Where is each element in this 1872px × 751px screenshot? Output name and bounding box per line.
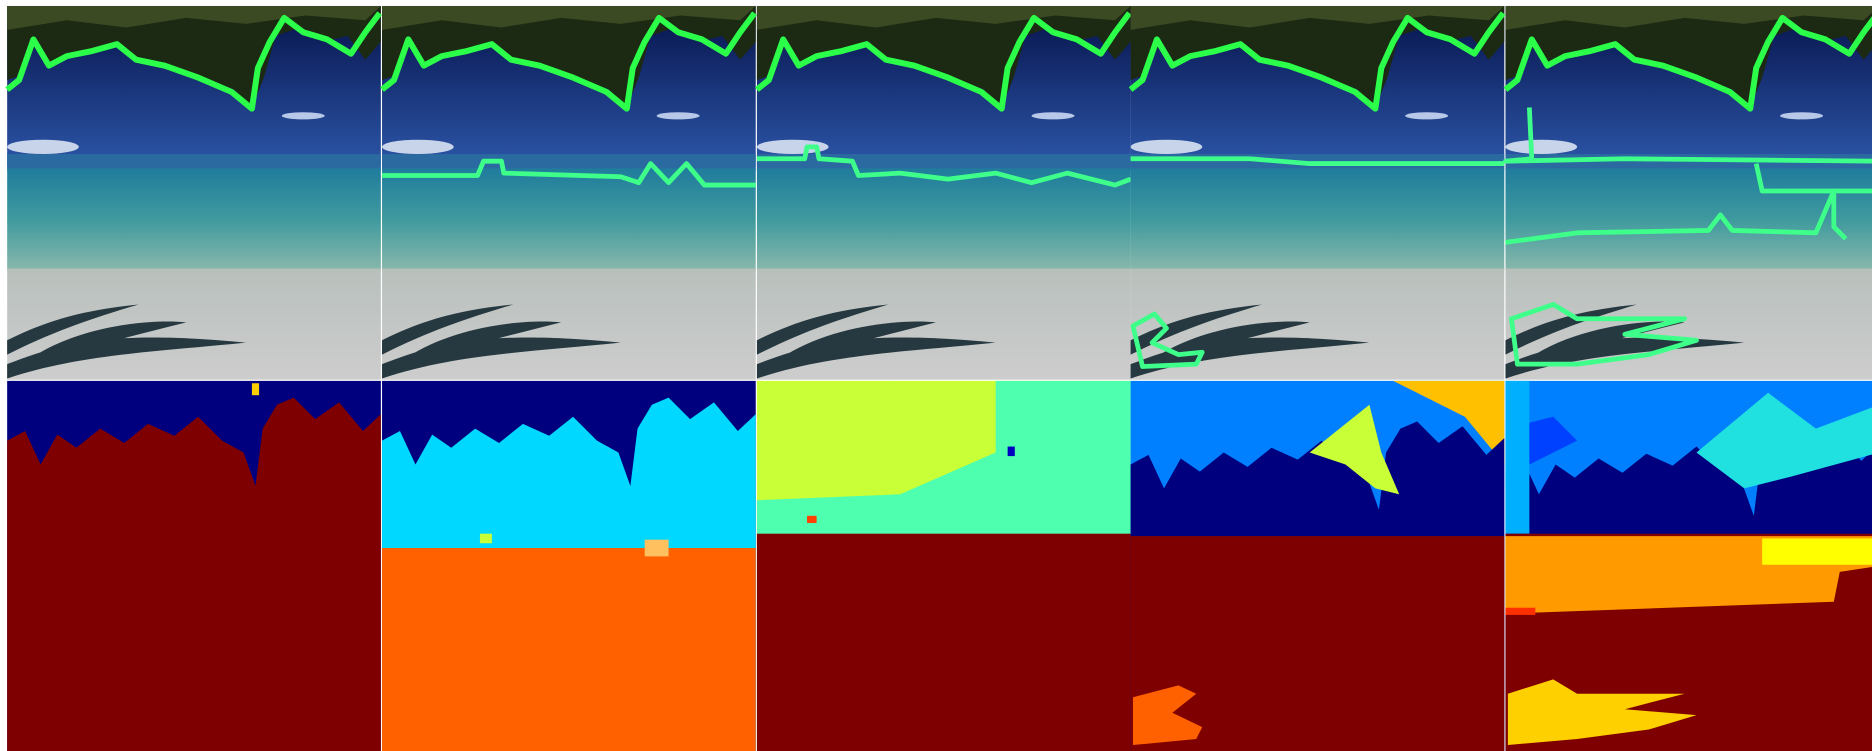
overlay-row [7, 6, 1872, 380]
overlay-tile [1505, 6, 1872, 380]
segmentation-tile [757, 381, 1131, 751]
overlay-tile [757, 6, 1131, 380]
segmentation-row [7, 381, 1872, 751]
segmentation-tile [1505, 381, 1872, 751]
overlay-tile [7, 6, 381, 380]
overlay-tile [1131, 6, 1505, 380]
result-grid [0, 0, 1872, 751]
segmentation-tile [1131, 381, 1505, 751]
page [0, 0, 1872, 751]
overlay-tile [382, 6, 756, 380]
segmentation-tile [382, 381, 756, 751]
segmentation-tile [7, 381, 381, 751]
